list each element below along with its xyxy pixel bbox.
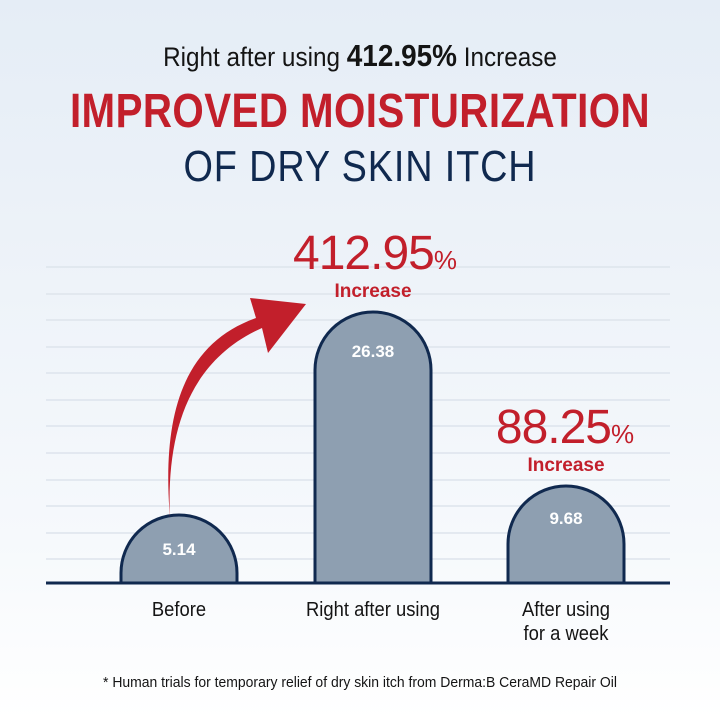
bar-value-right-after: 26.38 — [351, 342, 395, 361]
x-label-after-week-line1: After using — [522, 599, 610, 621]
x-label-before-line1: Before — [151, 599, 207, 621]
subtitle-suffix: Increase — [463, 42, 557, 72]
x-label-right-after-line1: Right after using — [305, 599, 440, 621]
bar-after-week — [506, 484, 626, 585]
annotation-after-week-unit: % — [611, 419, 635, 449]
x-label-before: Before — [105, 598, 252, 622]
annotation-right-after-label: Increase — [334, 281, 412, 302]
annotation-after-week-value: 88.25 — [495, 401, 612, 454]
annotation-after-week-label: Increase — [527, 455, 605, 476]
title-line1: IMPROVED MOISTURIZATION — [69, 85, 651, 138]
x-label-after-week-line2: for a week — [523, 623, 609, 645]
bar-value-after-week: 9.68 — [549, 509, 583, 528]
annotation-after-week: 88.25% — [460, 400, 670, 455]
title-line2: OF DRY SKIN ITCH — [183, 142, 537, 191]
annotation-right-after: 412.95% — [260, 226, 490, 281]
subtitle: Right after using 412.95% Increase — [36, 38, 684, 74]
bar-right-after — [313, 310, 433, 585]
footnote: * Human trials for temporary relief of d… — [103, 674, 617, 691]
annotation-right-after-value: 412.95 — [293, 227, 435, 280]
bar-before — [119, 513, 239, 585]
x-label-right-after: Right after using — [290, 598, 456, 622]
annotation-right-after-unit: % — [433, 245, 457, 275]
subtitle-prefix: Right after using — [163, 42, 341, 72]
bar-value-before: 5.14 — [162, 540, 196, 559]
subtitle-highlight: 412.95% — [346, 38, 457, 73]
x-label-after-week: After using for a week — [492, 598, 639, 646]
increase-arrow-icon — [168, 298, 306, 518]
